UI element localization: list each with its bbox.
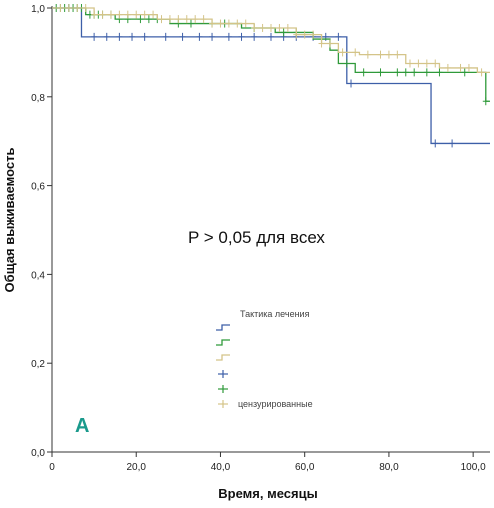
y-tick-label: 0,8	[31, 93, 45, 104]
y-tick-label: 0,2	[31, 359, 45, 370]
legend-step-swatch	[216, 339, 230, 346]
p-value-annotation: P > 0,05 для всех	[188, 228, 325, 247]
panel-label: A	[75, 415, 89, 437]
x-tick-label: 100,0	[461, 462, 486, 473]
y-tick-label: 0,0	[31, 448, 45, 459]
y-tick-label: 1,0	[31, 4, 45, 15]
survival-curve	[52, 7, 490, 102]
y-tick-label: 0,4	[31, 270, 45, 281]
x-tick-label: 20,0	[126, 462, 146, 473]
x-tick-label: 40,0	[211, 462, 231, 473]
series-1	[52, 4, 490, 106]
legend: Тактика лечения цензурированные	[210, 309, 340, 420]
legend-step-swatch	[216, 324, 230, 331]
legend-title: Тактика лечения	[240, 309, 310, 319]
x-tick-label: 0	[49, 462, 55, 473]
legend-step-swatch	[216, 354, 230, 361]
x-tick-label: 60,0	[295, 462, 315, 473]
legend-entry-label: цензурированные	[238, 399, 313, 409]
x-tick-label: 80,0	[379, 462, 399, 473]
axes: 0 20,0 40,0 60,0 80,0 100,0 0,0 0,2 0,4 0,6 0,8 1,0	[31, 4, 490, 473]
series-lines	[52, 4, 490, 148]
y-axis-title: Общая выживаемость	[2, 148, 17, 293]
survival-curve	[52, 7, 490, 74]
x-axis-title: Время, месяцы	[218, 486, 317, 501]
series-2	[52, 4, 490, 77]
y-tick-label: 0,6	[31, 182, 45, 193]
legend-box	[210, 312, 340, 420]
